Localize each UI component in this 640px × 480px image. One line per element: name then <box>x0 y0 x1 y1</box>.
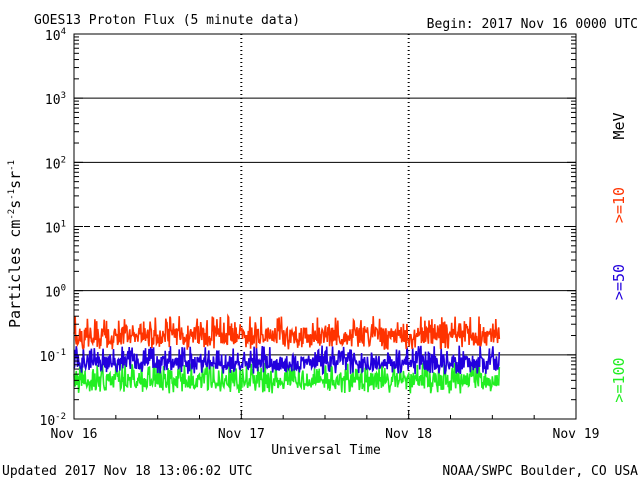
legend-entry: >=50 <box>610 264 628 300</box>
y-tick-label: 10-1 <box>40 348 67 365</box>
series-line <box>73 345 501 376</box>
x-tick-label: Nov 19 <box>553 427 600 442</box>
y-tick-label: 104 <box>45 27 66 44</box>
y-axis-label: Particles cm-2s-1sr-1 <box>6 160 24 328</box>
legend-label: >=100 <box>610 357 628 402</box>
legend-unit-label: MeV <box>610 112 628 139</box>
x-tick-label: Nov 16 <box>51 427 98 442</box>
series-line <box>73 362 501 394</box>
y-tick-label: 100 <box>45 284 66 301</box>
legend-entry: >=100 <box>610 357 628 402</box>
legend-label: >=50 <box>610 264 628 300</box>
updated-label: Updated 2017 Nov 18 13:06:02 UTC <box>2 464 252 479</box>
series-line <box>73 313 501 350</box>
y-tick-label: 103 <box>45 91 66 108</box>
ticks-layer: 10-2 10-1 100 101 102 103 104 Nov 16 Nov 17 Nov 1… <box>40 27 600 442</box>
legend: >=10 >=50 >=100 MeV <box>610 112 628 402</box>
begin-label: Begin: 2017 Nov 16 0000 UTC <box>427 17 638 32</box>
legend-entry: >=10 <box>610 187 628 223</box>
svg-text:Particles cm-2s-1sr-1: Particles cm-2s-1sr-1 <box>6 160 24 328</box>
x-tick-label: Nov 17 <box>218 427 265 442</box>
y-tick-label: 102 <box>45 155 66 172</box>
chart-title: GOES13 Proton Flux (5 minute data) <box>34 13 300 28</box>
legend-unit: MeV <box>610 112 628 139</box>
x-tick-label: Nov 18 <box>385 427 432 442</box>
y-tick-label: 101 <box>45 220 66 237</box>
grid-layer <box>74 34 576 419</box>
y-tick-label: 10-2 <box>40 412 67 429</box>
series-layer <box>73 313 501 394</box>
credit-label: NOAA/SWPC Boulder, CO USA <box>442 464 638 479</box>
x-axis-label: Universal Time <box>271 443 381 458</box>
legend-label: >=10 <box>610 187 628 223</box>
